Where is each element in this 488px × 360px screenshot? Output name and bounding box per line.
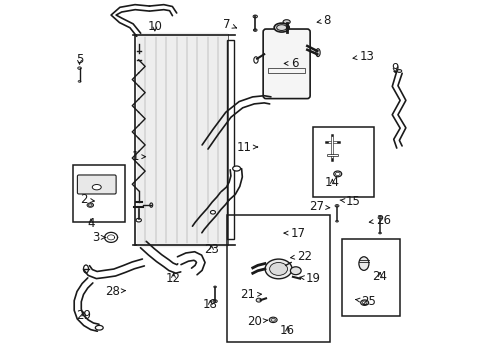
Ellipse shape [264,259,291,279]
Ellipse shape [269,262,287,275]
Text: 18: 18 [203,298,218,311]
Ellipse shape [136,219,141,222]
Text: 1: 1 [131,150,145,163]
Ellipse shape [210,211,215,214]
Text: 17: 17 [284,226,305,239]
Text: 23: 23 [203,243,219,256]
Text: 20: 20 [246,315,267,328]
Ellipse shape [212,300,217,303]
Ellipse shape [378,232,381,234]
Ellipse shape [78,67,81,69]
Ellipse shape [315,49,320,57]
Text: 16: 16 [280,324,294,337]
Ellipse shape [358,257,368,270]
Bar [312,127,373,197]
Text: 15: 15 [339,195,360,208]
Text: 13: 13 [352,50,373,63]
Bar [226,40,233,239]
Text: 24: 24 [372,270,387,283]
Text: 9: 9 [390,62,398,75]
FancyBboxPatch shape [263,29,309,99]
Ellipse shape [334,204,338,207]
Bar [341,239,400,316]
Text: 10: 10 [147,20,162,33]
Text: 29: 29 [76,309,91,322]
Text: 2: 2 [80,193,94,206]
Ellipse shape [377,216,381,219]
Text: 14: 14 [324,176,339,189]
Bar [267,68,305,73]
Ellipse shape [78,81,81,82]
FancyBboxPatch shape [77,175,116,194]
Ellipse shape [87,203,93,207]
Text: 7: 7 [223,18,236,31]
Text: 21: 21 [240,288,261,301]
Text: 6: 6 [284,57,298,70]
Text: 4: 4 [87,216,95,230]
Ellipse shape [253,29,257,31]
Ellipse shape [290,267,301,275]
Ellipse shape [274,23,288,32]
Ellipse shape [213,286,216,288]
Ellipse shape [92,184,101,190]
Text: 12: 12 [165,272,181,285]
Text: 22: 22 [290,249,311,262]
Ellipse shape [95,325,103,330]
Ellipse shape [256,298,261,302]
Bar [227,215,329,342]
Ellipse shape [283,20,290,24]
Bar [135,35,228,244]
Ellipse shape [83,265,88,273]
Ellipse shape [335,220,338,222]
Text: 11: 11 [236,140,257,153]
Ellipse shape [396,69,401,72]
Ellipse shape [253,15,257,18]
Text: 27: 27 [308,201,329,213]
Text: 5: 5 [76,53,83,66]
Ellipse shape [269,317,277,323]
Text: 25: 25 [355,295,375,308]
Text: 28: 28 [104,285,125,298]
Text: 26: 26 [368,214,391,227]
Ellipse shape [232,166,240,171]
Text: 3: 3 [92,231,105,244]
Bar [73,165,125,222]
Text: 19: 19 [299,272,320,285]
Text: 8: 8 [317,14,330,27]
